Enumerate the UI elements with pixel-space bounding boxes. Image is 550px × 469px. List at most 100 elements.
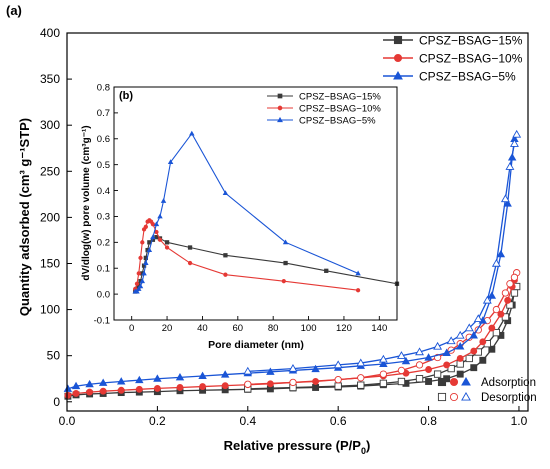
- desorption-point: [510, 273, 519, 281]
- desorption-point: [491, 258, 501, 267]
- adsorption-point: [64, 391, 72, 399]
- desorption-point: [492, 305, 501, 314]
- adsorption-point: [85, 379, 94, 388]
- panel-b-xtick-label: 20: [162, 323, 173, 334]
- adsorption-point: [72, 390, 80, 397]
- series-point: [154, 235, 159, 240]
- series-point: [153, 221, 160, 227]
- series-point: [134, 288, 140, 294]
- series-point: [281, 279, 286, 284]
- panel-b-ytick-label: 0.4: [97, 186, 110, 197]
- series-point: [141, 270, 147, 276]
- panel-a-series-2: [63, 129, 522, 392]
- panel-b-xtick-label: 80: [268, 323, 279, 334]
- desorption-point: [500, 194, 510, 203]
- desorption-point: [243, 366, 253, 375]
- series-point: [223, 272, 228, 277]
- series-point: [223, 253, 228, 258]
- adsorption-point: [442, 348, 451, 356]
- desorption-line: [247, 134, 518, 373]
- adsorption-point: [488, 345, 496, 353]
- panel-b-xtick-label: 0: [129, 323, 134, 334]
- adsorption-point: [455, 342, 465, 350]
- series-point: [150, 222, 156, 227]
- adsorption-point: [221, 382, 229, 390]
- desorption-point: [379, 370, 388, 378]
- series-point: [147, 240, 152, 245]
- desorption-point: [334, 376, 342, 384]
- panel-a-ticks: 0.0 0.2 0.4 0.6 0.8 1.00501001502002503003504…: [40, 26, 528, 428]
- panel-a-ylabel: Quantity adsorbed (cm³ g⁻¹STP): [17, 118, 32, 316]
- adsorption-point: [456, 370, 464, 378]
- series-point: [164, 245, 170, 250]
- panel-a-ytick-label: 50: [47, 349, 61, 363]
- panel-a-ytick-label: 100: [40, 303, 60, 317]
- series-point: [150, 234, 156, 240]
- panel-a-xtick-label: 0.2: [149, 414, 166, 428]
- panel-a-ytick-label: 0: [53, 395, 60, 409]
- legend-marker: [393, 53, 403, 63]
- panel-b-xtick-label: 120: [336, 323, 352, 334]
- desorption-point: [415, 347, 424, 356]
- adsorption-point: [198, 371, 207, 380]
- desorption-point: [433, 370, 442, 378]
- desorption-point: [244, 380, 252, 388]
- desorption-point: [415, 361, 424, 369]
- adsorption-point: [199, 383, 207, 391]
- desorption-point: [433, 341, 443, 350]
- desorption-point: [492, 328, 501, 337]
- panel-a-xtick-label: 1.0: [511, 414, 528, 428]
- panel-a-xtick-label: 0.8: [420, 414, 437, 428]
- legend-marker: [393, 35, 403, 45]
- desorption-point: [465, 354, 473, 363]
- adsorption-point: [135, 375, 144, 384]
- series-point: [136, 271, 141, 276]
- panel-b-xlabel: Pore diameter (nm): [208, 339, 304, 351]
- panel-b-legend: CPSZ−BSAG−15%CPSZ−BSAG−10%CPSZ−BSAG−5%: [267, 92, 381, 127]
- adsorption-point: [507, 153, 517, 161]
- adsorption-line: [67, 138, 516, 390]
- desorption-point: [289, 378, 297, 387]
- adsorption-point: [497, 310, 505, 318]
- legend-label: CPSZ−BSAG−15%: [419, 34, 523, 48]
- adsorption-point: [503, 199, 512, 207]
- series-point: [355, 270, 361, 276]
- adsorption-point: [153, 374, 162, 382]
- legend-label: CPSZ−BSAG−15%: [299, 92, 381, 103]
- series-point: [164, 240, 170, 245]
- adsorption-point: [487, 291, 497, 299]
- series-point: [355, 288, 361, 293]
- desorption-point: [509, 139, 519, 147]
- panel-b-ytick-label: 0.2: [97, 238, 110, 249]
- desorption-legend-marker: [461, 391, 471, 401]
- adsorption-legend-label: Adsorption: [481, 377, 536, 389]
- desorption-point: [415, 375, 424, 383]
- adsorption-point: [175, 372, 185, 381]
- desorption-point: [447, 364, 455, 373]
- panel-b-ytick-label: 0.0: [97, 289, 110, 300]
- adsorption-point: [401, 356, 411, 365]
- series-point: [167, 159, 174, 164]
- desorption-legend-marker: [449, 392, 459, 402]
- panel-a-frame: [66, 32, 529, 412]
- series-point: [157, 237, 163, 242]
- adsorption-legend-marker: [437, 377, 447, 387]
- series-point: [139, 278, 146, 284]
- adsorption-point: [496, 249, 506, 258]
- panel-a-ytick-label: 300: [40, 118, 60, 132]
- adsorption-point: [117, 377, 126, 385]
- desorption-legend-label: Desorption: [481, 392, 537, 404]
- adsorption-point: [176, 384, 184, 391]
- desorption-point: [288, 364, 298, 372]
- panel-a-xlabel-close: ): [366, 438, 370, 453]
- panel-b-ytick-label: 0.6: [97, 134, 110, 145]
- panel-a-xtick-label: 0.6: [330, 414, 347, 428]
- adsorption-point: [63, 384, 73, 392]
- desorption-point: [334, 382, 342, 390]
- panel-b-backdrop: [114, 85, 400, 321]
- adsorption-point: [220, 370, 230, 378]
- panel-a-xlabel: Relative pressure (P/P0): [224, 438, 371, 456]
- panel-b-ytick-label: -0.1: [94, 315, 110, 326]
- desorption-point: [396, 351, 406, 359]
